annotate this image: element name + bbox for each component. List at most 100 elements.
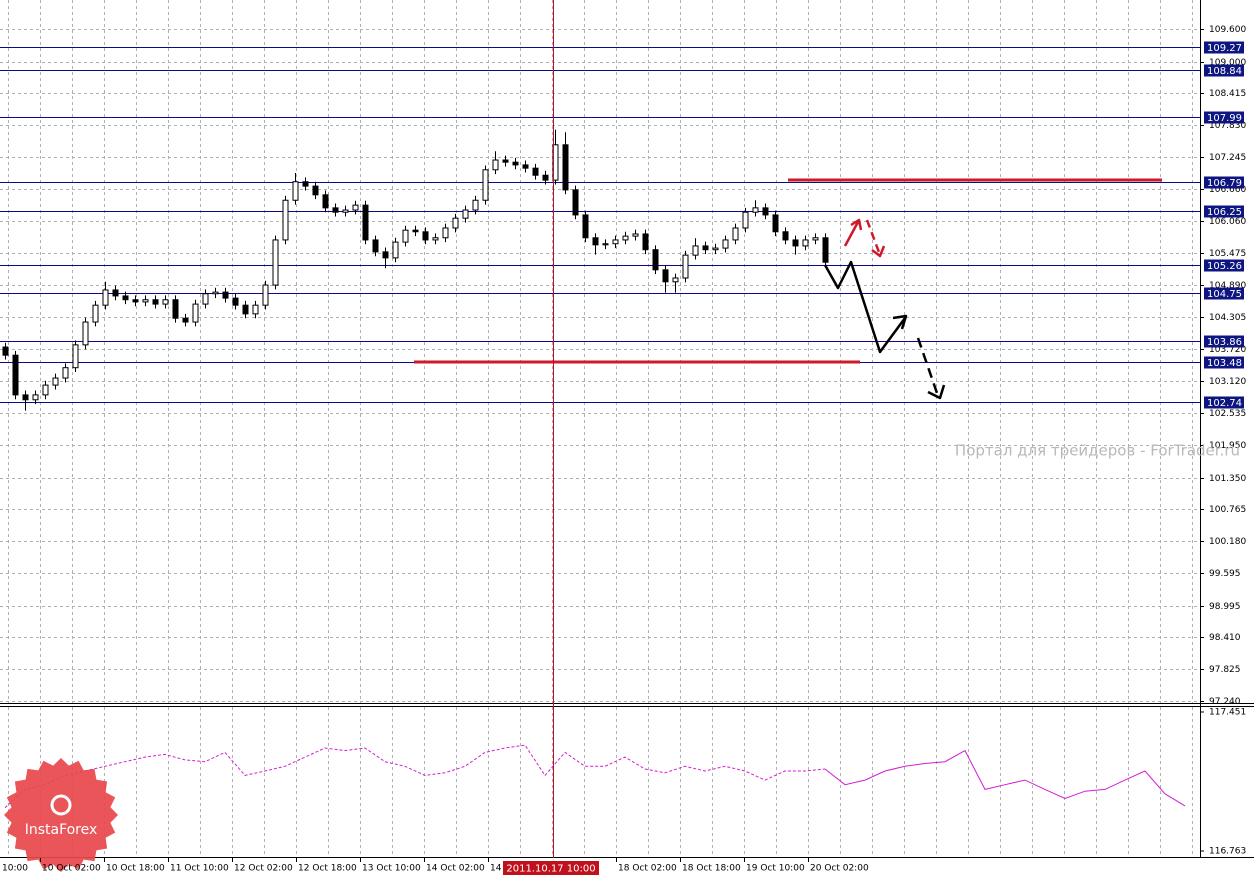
candle-body	[422, 231, 429, 241]
level-label-box	[1204, 356, 1244, 369]
candle-body	[312, 185, 319, 196]
candle-body	[222, 291, 229, 299]
level-label: 106.25	[1207, 207, 1242, 218]
level-label-box	[1204, 335, 1244, 348]
x-tick-label: 10 Oct 18:00	[106, 864, 165, 874]
candle-body	[82, 321, 89, 346]
candle-body	[712, 247, 719, 251]
forecast-path	[823, 260, 907, 354]
candle-body	[202, 293, 209, 305]
candle-body	[382, 251, 389, 259]
candle-body	[242, 304, 249, 315]
candles	[2, 129, 829, 411]
logo-text: InstaForex	[25, 822, 98, 838]
y-tick-label: 109.000	[1209, 58, 1246, 68]
y-tick-label: 97.825	[1209, 665, 1241, 675]
level-label-box	[1204, 41, 1244, 54]
crosshair-label-box	[503, 861, 599, 875]
candle-body	[412, 229, 419, 233]
candle-body	[492, 159, 499, 171]
candle-body	[732, 227, 739, 241]
level-label: 103.48	[1207, 358, 1242, 369]
forecast-arrows	[823, 218, 946, 400]
candle-body	[772, 214, 779, 233]
level-label: 103.86	[1207, 337, 1242, 348]
candle-body	[362, 204, 369, 241]
candle-body	[632, 233, 639, 237]
candle-body	[502, 159, 509, 163]
candle-body	[532, 167, 539, 176]
candle-body	[152, 299, 159, 305]
candle-body	[122, 295, 129, 301]
candle-body	[12, 354, 19, 396]
candle-body	[92, 304, 99, 323]
candle-body	[292, 181, 299, 201]
levels	[0, 47, 1200, 403]
candle-body	[232, 297, 239, 306]
level-label-box	[1204, 205, 1244, 218]
candle-body	[802, 239, 809, 247]
candle-body	[32, 394, 39, 401]
candle-body	[182, 317, 189, 323]
candle-body	[722, 239, 729, 249]
candle-body	[572, 189, 579, 216]
candle-body	[272, 239, 279, 286]
x-tick-label: 19 Oct 10:00	[746, 864, 805, 874]
candle-body	[702, 245, 709, 251]
candle-body	[62, 367, 69, 379]
candle-body	[322, 194, 329, 209]
candle-body	[432, 237, 439, 241]
x-tick-label: 14 Oct 02:00	[426, 864, 485, 874]
indicator-line	[4, 744, 826, 809]
arrow-head	[850, 218, 863, 231]
level-label: 105.26	[1207, 261, 1242, 272]
logo-icon	[50, 794, 72, 816]
candle-body	[812, 237, 819, 241]
candle-body	[522, 164, 529, 169]
candle-body	[352, 204, 359, 211]
candle-body	[512, 161, 519, 166]
y-tick-label: 101.950	[1209, 441, 1246, 451]
level-label-box	[1204, 287, 1244, 300]
level-label: 108.84	[1207, 66, 1242, 77]
level-label: 104.75	[1207, 289, 1242, 300]
candle-body	[142, 299, 149, 303]
candle-body	[52, 377, 59, 386]
candle-body	[372, 239, 379, 253]
candle-body	[782, 231, 789, 241]
level-label-box	[1204, 111, 1244, 124]
y-tick-label: 100.765	[1209, 505, 1246, 515]
watermark: Портал для трейдеров - ForTrader.ru	[955, 442, 1240, 460]
x-tick-label: 18 Oct 18:00	[682, 864, 741, 874]
candle-body	[542, 174, 549, 181]
alt-path	[843, 221, 860, 247]
candle-body	[462, 209, 469, 219]
candle-body	[612, 239, 619, 245]
crosshair-label: 2011.10.17 10:00	[506, 864, 595, 875]
candle-body	[642, 233, 649, 251]
level-label: 109.27	[1207, 43, 1242, 54]
logo: InstaForex	[4, 758, 118, 872]
candle-body	[162, 299, 169, 305]
x-tick-label: 13 Oct 10:00	[362, 864, 421, 874]
level-label-box	[1204, 64, 1244, 77]
candle-body	[592, 237, 599, 246]
candle-body	[752, 207, 759, 213]
candle-body	[562, 144, 569, 191]
candle-body	[402, 229, 409, 243]
y-tick-label: 116.763	[1209, 847, 1246, 857]
candle-body	[2, 346, 9, 356]
candle-body	[22, 394, 29, 401]
y-tick-label: 99.595	[1209, 569, 1241, 579]
level-label-box	[1204, 396, 1244, 409]
indicator	[4, 744, 1186, 809]
candle-body	[682, 254, 689, 279]
axes: 109.600 109.000 108.415 107.830 107.245 106.6…	[1200, 25, 1246, 857]
x-tick-label: 10 Oct 02:00	[42, 864, 101, 874]
candle-body	[472, 199, 479, 211]
level-label-box	[1204, 259, 1244, 272]
candle-body	[42, 384, 49, 396]
